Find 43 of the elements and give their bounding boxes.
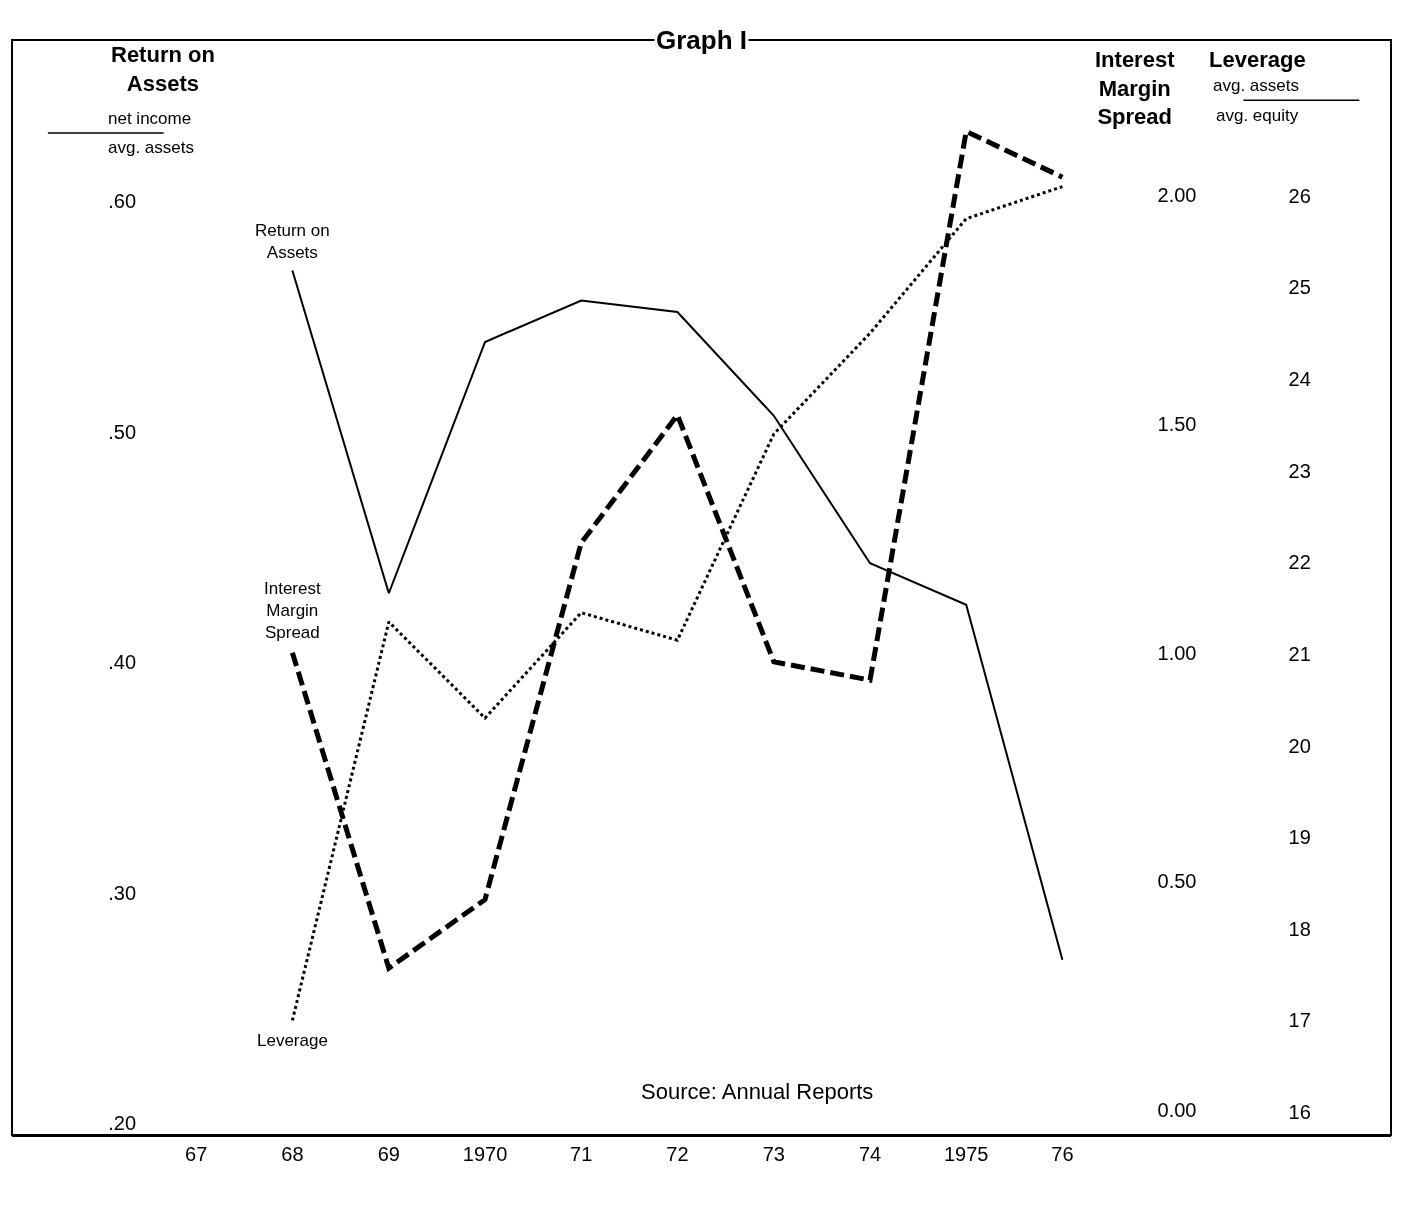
x-tick-label: 71 xyxy=(570,1143,593,1165)
y-tick-label: .50 xyxy=(108,420,137,443)
chart-title: Graph I xyxy=(656,25,748,55)
annotation: avg. equity xyxy=(1216,106,1299,125)
y2-tick-label: 1.50 xyxy=(1157,413,1197,436)
y2-tick-label: 1.00 xyxy=(1157,641,1197,664)
series-label: Return on Assets xyxy=(255,221,330,263)
x-tick-label: 1975 xyxy=(943,1143,989,1165)
x-tick-label: 69 xyxy=(377,1143,400,1165)
annotation: Source: Annual Reports xyxy=(641,1079,874,1104)
series-label: Interest Margin Spread xyxy=(264,579,321,643)
x-tick-label: 67 xyxy=(185,1143,208,1165)
y3-tick-label: 21 xyxy=(1288,642,1311,665)
y-axis-title: Return on Assets xyxy=(111,42,215,96)
y3-tick-label: 24 xyxy=(1288,368,1311,391)
x-tick-label: 73 xyxy=(762,1143,785,1165)
y3-axis-title: Leverage xyxy=(1209,47,1306,72)
y-tick-label: .40 xyxy=(108,651,137,674)
y3-tick-label: 23 xyxy=(1288,459,1311,482)
y-tick-label: .30 xyxy=(108,881,137,904)
y-tick-label: .20 xyxy=(108,1112,137,1135)
y3-tick-label: 19 xyxy=(1288,826,1311,849)
y3-tick-label: 16 xyxy=(1288,1101,1311,1124)
y-tick-label: .60 xyxy=(108,190,137,213)
y3-tick-label: 17 xyxy=(1288,1009,1311,1032)
annotation: avg. assets xyxy=(1213,76,1299,95)
y2-tick-label: 0.50 xyxy=(1157,870,1197,893)
y3-tick-label: 20 xyxy=(1288,734,1311,757)
y2-tick-label: 0.00 xyxy=(1157,1098,1197,1121)
y2-tick-label: 2.00 xyxy=(1157,184,1197,207)
y3-tick-label: 25 xyxy=(1288,276,1311,299)
y2-axis-title: Interest Margin Spread xyxy=(1095,47,1176,130)
x-tick-label: 76 xyxy=(1051,1143,1074,1165)
y3-tick-label: 22 xyxy=(1288,551,1311,574)
x-tick-label: 1970 xyxy=(462,1143,508,1165)
y3-tick-label: 26 xyxy=(1288,184,1311,207)
annotation: net income xyxy=(108,109,192,128)
x-tick-label: 68 xyxy=(281,1143,304,1165)
annotation: avg. assets xyxy=(108,138,194,157)
y3-tick-label: 18 xyxy=(1288,917,1311,940)
x-tick-label: 72 xyxy=(666,1143,689,1165)
x-tick-label: 74 xyxy=(858,1143,882,1165)
series-label: Leverage xyxy=(257,1031,328,1050)
